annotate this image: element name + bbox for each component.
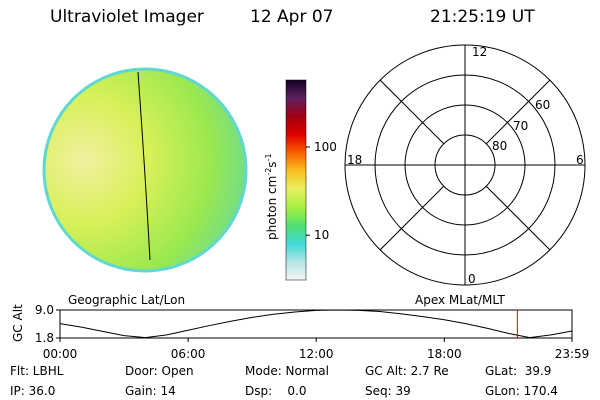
mlt-label: 6 — [576, 153, 584, 167]
alt-plot-frame — [59, 309, 573, 339]
status-field: Seq: 39 — [365, 384, 411, 398]
status-field: IP: 36.0 — [10, 384, 55, 398]
x-tick-label: 12:00 — [299, 347, 334, 361]
colorbar-label: photon cm-2s-1 — [264, 153, 279, 240]
x-tick-label: 06:00 — [171, 347, 206, 361]
date: 12 Apr 07 — [250, 7, 333, 27]
mlt-label: 12 — [472, 45, 487, 59]
status-field: Door: Open — [125, 364, 194, 378]
x-tick-label: 00:00 — [43, 347, 78, 361]
status-field: GLon: 170.4 — [485, 384, 558, 398]
unit-exp: -2 — [264, 168, 273, 176]
panel-label: Apex MLat/MLT — [415, 293, 505, 307]
time: 21:25:19 UT — [430, 7, 535, 27]
mlat-label: 80 — [492, 139, 507, 153]
status-field: Mode: Normal — [245, 364, 329, 378]
altitude-line — [59, 309, 573, 339]
mlt-label: 18 — [347, 153, 362, 167]
y-axis-label: GC Alt — [11, 304, 25, 342]
mlat-label: 70 — [513, 119, 528, 133]
unit: s — [265, 161, 279, 167]
y-tick-label: 1.8 — [35, 331, 54, 345]
terminator-line — [137, 71, 151, 261]
colorbar-tick-label: 100 — [314, 140, 337, 154]
mlt-label: 0 — [468, 272, 476, 286]
x-tick-label: 18:00 — [427, 347, 462, 361]
panel-label: Geographic Lat/Lon — [68, 293, 185, 307]
status-field: Flt: LBHL — [10, 364, 64, 378]
unit-exp: -1 — [264, 153, 273, 161]
status-field: Dsp: 0.0 — [245, 384, 307, 398]
colorbar-tick-label: 10 — [314, 228, 329, 242]
mlat-label: 60 — [535, 98, 550, 112]
polar-grid — [344, 44, 586, 286]
x-tick-label: 23:59 — [555, 347, 590, 361]
unit: photon cm — [265, 176, 279, 240]
colorbar — [285, 79, 307, 281]
y-tick-label: 9.0 — [35, 303, 54, 317]
title: Ultraviolet Imager — [50, 7, 204, 27]
status-field: GC Alt: 2.7 Re — [365, 364, 449, 378]
status-field: Gain: 14 — [125, 384, 176, 398]
status-field: GLat: 39.9 — [485, 364, 551, 378]
